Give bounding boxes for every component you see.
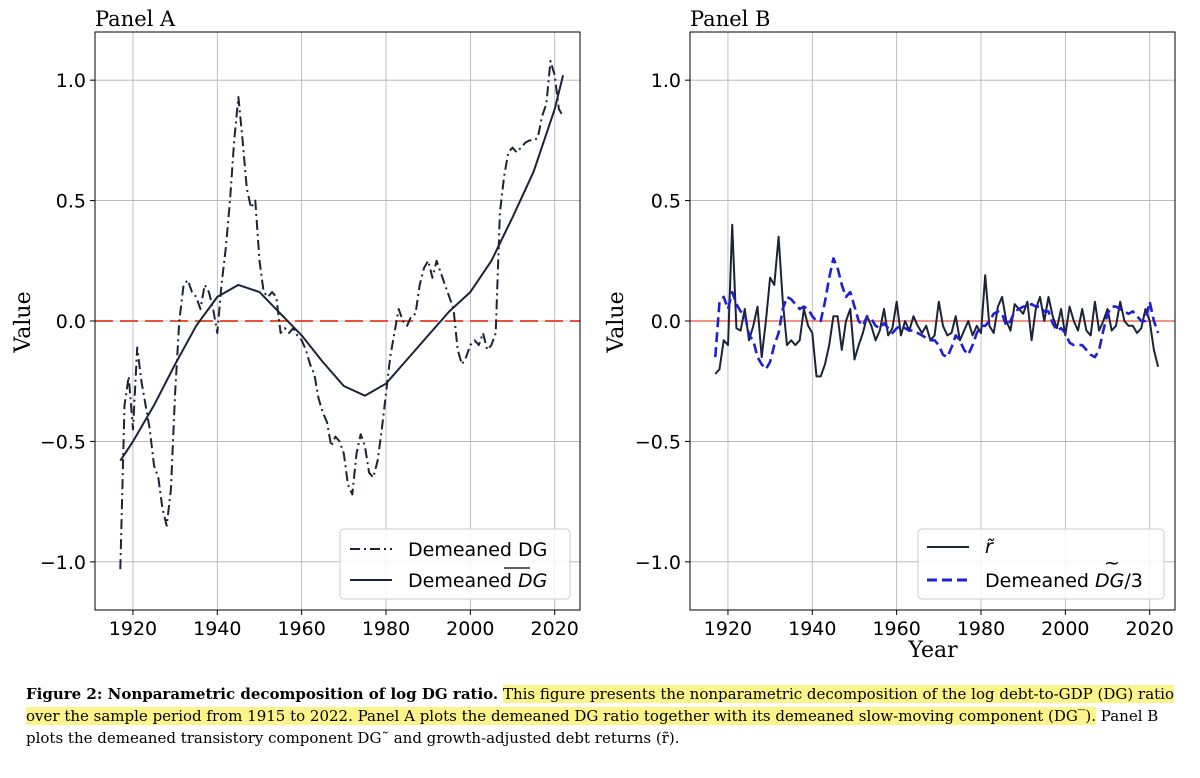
panel-a-xtick-label-5: 2020 — [531, 618, 579, 640]
caption-rest-text: Panel B plots the demeaned transistory c… — [26, 707, 1159, 747]
panel-b-xlabel: Year — [907, 638, 958, 663]
panel-b-legend: r̃ Demeaned DG/3 ~ — [917, 528, 1165, 600]
panel-b-frame — [689, 31, 1176, 611]
figure: Panel A Value 1920 1940 1960 1980 2000 2020 1.… — [11, 7, 1176, 663]
figure-caption: Figure 2: Nonparametric decomposition of… — [26, 683, 1176, 749]
panel-b-xtick-label-5: 2020 — [1126, 618, 1174, 640]
panel-a-legend-label-dg-bar: Demeaned DG — [408, 570, 547, 592]
panel-a-ytick-label-3: −0.5 — [40, 431, 86, 453]
panel-b-ytick-label-2: 0.0 — [651, 311, 681, 333]
panel-a-legend: Demeaned DG Demeaned DG — [339, 528, 571, 600]
panel-b-legend-label-dg-tilde: Demeaned DG/3 — [985, 570, 1143, 592]
panel-a-ytick-label-2: 0.0 — [56, 311, 86, 333]
panel-a-ytick-label-1: 0.5 — [56, 191, 86, 213]
panel-b-xtick-label-4: 2000 — [1041, 618, 1089, 640]
panel-a-legend-label-dg: Demeaned DG — [408, 539, 547, 561]
panel-b-legend-tilde-accent: ~ — [1104, 552, 1120, 574]
panel-b-title: Panel B — [690, 7, 770, 31]
panel-a-ylabel: Value — [11, 291, 36, 353]
panel-b-ylabel: Value — [604, 291, 629, 353]
panel-a-series — [119, 59, 565, 570]
panel-a-xtick-label-2: 1960 — [277, 618, 325, 640]
panel-a-series-0-line — [119, 59, 564, 570]
panel-a-xtick-label-3: 1980 — [362, 618, 410, 640]
panel-b-ytick-label-1: 0.5 — [651, 191, 681, 213]
panel-b-xtick-label-2: 1960 — [872, 618, 920, 640]
panel-a-frame — [94, 31, 581, 611]
panel-a: Panel A Value 1920 1940 1960 1980 2000 2020 1.… — [11, 7, 581, 640]
panel-a-legend-box — [339, 528, 571, 600]
panel-b-legend-label-r: r̃ — [985, 536, 995, 558]
panel-a-xtick-label-0: 1920 — [109, 618, 157, 640]
panel-a-series-1-line — [119, 75, 565, 462]
panel-b-series-0-line — [714, 223, 1160, 378]
panel-b-xtick-label-1: 1940 — [788, 618, 836, 640]
panel-b-ytick-label-4: −1.0 — [635, 552, 681, 574]
panel-b-series-1-line — [714, 257, 1160, 371]
panel-a-ticks: 1920 1940 1960 1980 2000 2020 1.0 0.5 0.0 −0.5 −1.… — [40, 70, 579, 640]
panel-a-title: Panel A — [95, 7, 176, 31]
panel-b-legend-box — [917, 528, 1165, 600]
panel-b-ticks: 1920 1940 1960 1980 2000 2020 1.0 0.5 0.0 −0.5 −1.… — [635, 70, 1174, 640]
panel-b-ytick-label-3: −0.5 — [635, 431, 681, 453]
panel-b: Panel B Value Year 1920 1940 1960 1980 2000 2… — [604, 7, 1176, 663]
panel-b-ytick-label-0: 1.0 — [651, 70, 681, 92]
panel-b-xtick-label-3: 1980 — [957, 618, 1005, 640]
caption-title: Figure 2: Nonparametric decomposition of… — [26, 685, 499, 703]
panel-a-xtick-label-1: 1940 — [193, 618, 241, 640]
panel-a-xtick-label-4: 2000 — [446, 618, 494, 640]
panel-b-series — [714, 223, 1160, 378]
panel-a-ytick-label-0: 1.0 — [56, 70, 86, 92]
panel-b-xtick-label-0: 1920 — [704, 618, 752, 640]
panel-a-ytick-label-4: −1.0 — [40, 552, 86, 574]
